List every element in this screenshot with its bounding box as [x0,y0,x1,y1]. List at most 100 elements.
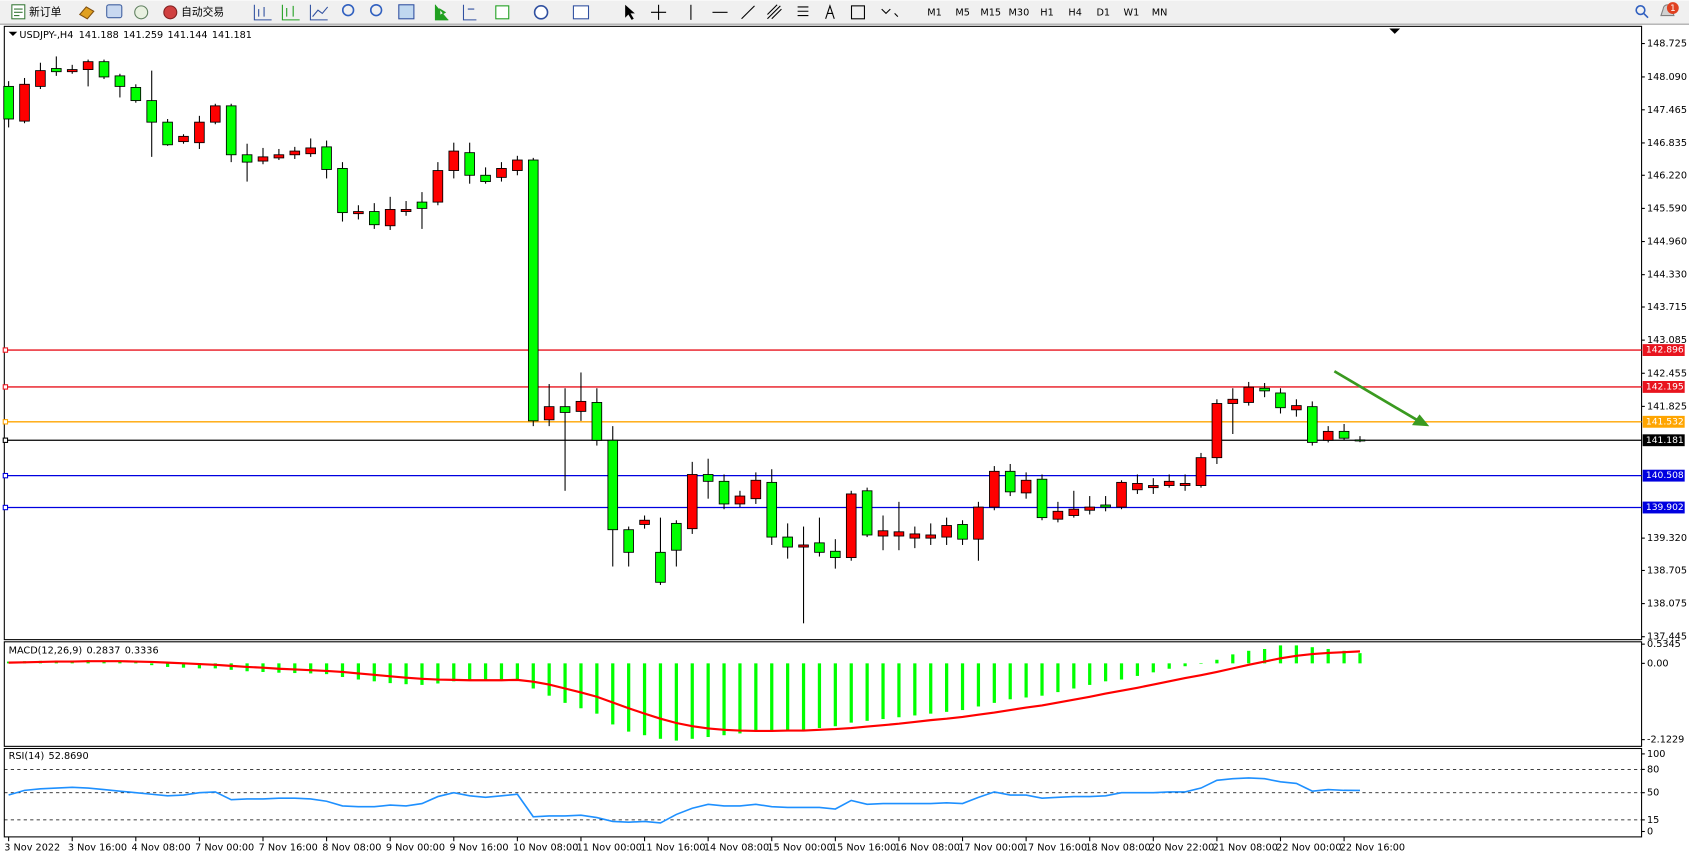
y-tick-label: 146.835 [1647,138,1687,149]
candle-body [353,211,364,215]
icon[interactable] [309,4,329,21]
icon[interactable] [881,8,899,18]
icon[interactable] [625,4,635,20]
macd-bar [786,663,790,730]
timeframe-button[interactable]: H1 [1040,7,1053,18]
macd-bar [388,663,392,684]
signal-value: 0.3336 [125,645,159,656]
macd-bar [1024,663,1028,698]
timeframe-button[interactable]: M15 [980,7,1001,18]
icon[interactable] [572,5,590,20]
auto-trading-button[interactable]: 自动交易 [163,5,224,20]
macd-bar [595,663,599,714]
level-label: 139.902 [1646,502,1684,513]
y-tick-label: 80 [1647,764,1659,775]
new-order-button[interactable]: 新订单 [11,4,62,20]
timeframe-button[interactable]: H4 [1068,7,1081,18]
icon[interactable] [825,4,835,19]
icon[interactable] [434,4,449,21]
macd-bar [642,663,647,736]
notification-count: 1 [1670,4,1675,14]
icon[interactable] [369,3,383,17]
shift-marker [1389,28,1401,34]
candle-body [973,506,984,540]
macd-bar [499,663,504,680]
icon[interactable] [850,5,865,20]
candle-body [146,100,157,123]
icon[interactable] [78,6,95,20]
candle-body [527,159,539,422]
y-tick-label: 138.075 [1647,599,1687,610]
candle-body [1179,483,1191,486]
x-tick-label: 17 Nov 00:00 [958,843,1023,854]
level-label-bg [1642,415,1685,428]
candle-body [194,121,205,144]
level-label-bg [1642,501,1685,514]
icon[interactable] [341,3,355,17]
x-tick-label: 11 Nov 16:00 [640,843,705,854]
candle-body [1227,398,1239,404]
candle-body [655,551,666,583]
candle-body [162,121,173,146]
candle-body [718,480,730,505]
candle-body [559,406,571,413]
y-tick-label: 50 [1647,788,1659,799]
macd-bar [1215,659,1219,664]
x-tick-label: 3 Nov 2022 [4,843,60,854]
macd-bar [165,663,170,667]
timeframe-button[interactable]: M30 [1009,7,1030,18]
candle-body [671,522,682,551]
icon[interactable] [462,4,477,21]
macd-bar [563,663,567,703]
x-tick-label: 11 Nov 00:00 [577,843,642,854]
x-tick-label: 18 Nov 08:00 [1085,843,1150,854]
macd-bar [1103,663,1108,682]
icon[interactable] [533,5,549,20]
candle-body [1259,387,1270,392]
y-tick-label: 141.825 [1647,401,1687,412]
candle-body [496,168,507,178]
candle-body [1116,481,1127,508]
macd-bar [1326,648,1330,664]
notification-badge[interactable] [1666,2,1679,14]
timeframe-button[interactable]: MN [1152,7,1168,18]
candle-body [814,542,825,553]
icon[interactable] [398,4,415,20]
candle-body [1354,439,1366,442]
macd-bar [1135,663,1140,676]
timeframe-button[interactable]: D1 [1096,7,1110,18]
rsi-line [8,777,1360,824]
candle-body [989,470,1000,508]
close: 141.181 [212,30,252,41]
icon[interactable] [106,4,123,19]
level-handle [2,472,9,479]
icon[interactable] [134,5,149,20]
candle-body [686,474,698,530]
icon[interactable] [741,5,755,20]
timeframe-button[interactable]: W1 [1124,7,1140,18]
level-label-bg [1642,344,1685,356]
search-icon[interactable] [1643,12,1649,19]
candle-body [1291,405,1302,411]
y-tick-label: 147.465 [1647,105,1687,116]
timeframe-button[interactable]: M5 [955,7,970,18]
search-icon[interactable] [1635,5,1646,16]
macd-bar [690,663,694,739]
icon[interactable] [651,4,667,20]
macd-bar [483,663,488,681]
icon[interactable] [797,6,809,17]
candle-body [1307,406,1318,443]
macd-bar [627,663,631,732]
icon[interactable] [767,4,782,20]
timeframe-button[interactable]: M1 [927,7,942,18]
icon[interactable] [253,4,272,21]
icon[interactable] [495,5,510,20]
macd-bar [468,663,472,681]
icon[interactable] [281,4,300,21]
macd-bar [197,663,202,669]
macd-bar [1358,653,1362,664]
level-label-bg [1642,381,1685,393]
macd-header: MACD(12,26,9) 0.2837 0.3336 [9,645,159,656]
candle-body [337,168,348,214]
candle-body [798,544,809,548]
